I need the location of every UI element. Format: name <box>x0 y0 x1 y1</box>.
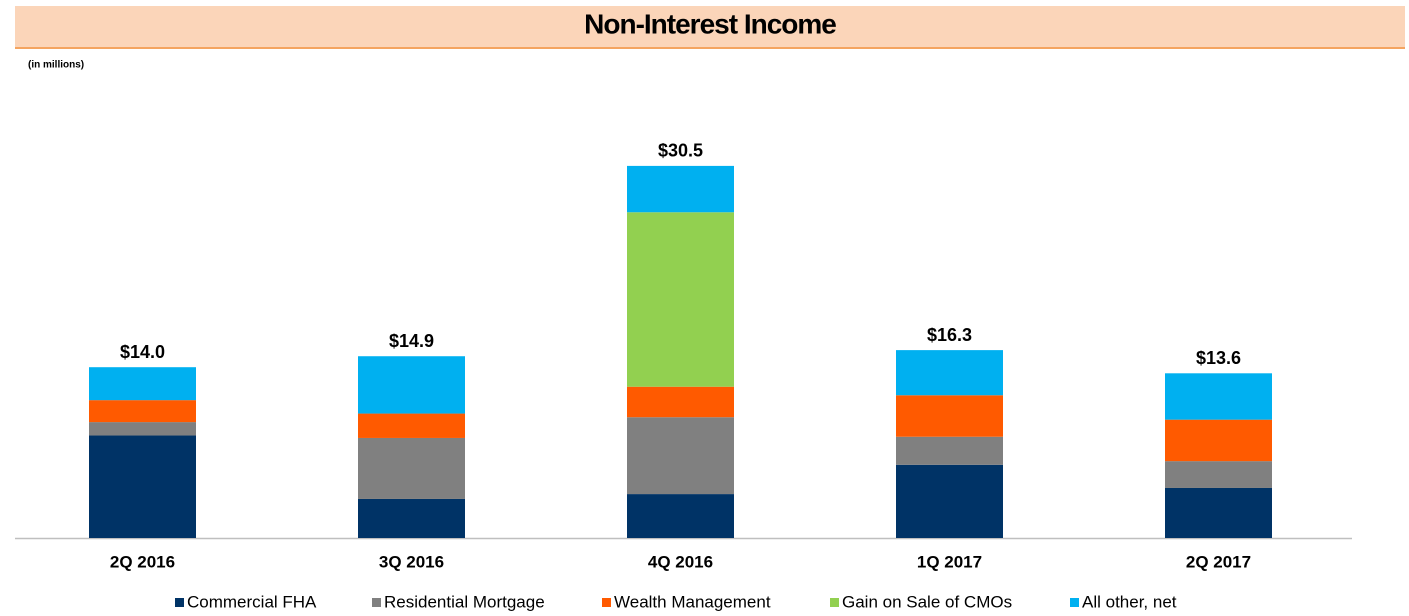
bar-segment <box>89 435 196 538</box>
legend-label: Residential Mortgage <box>384 592 545 611</box>
bar-segment <box>896 464 1003 538</box>
bar-segment <box>358 498 465 538</box>
legend-label: All other, net <box>1082 592 1177 611</box>
chart-title: Non-Interest Income <box>584 8 836 39</box>
bar-segment <box>89 422 196 436</box>
bar-segment <box>627 417 734 495</box>
total-label: $30.5 <box>658 141 703 161</box>
total-label: $14.0 <box>120 342 165 362</box>
x-tick-label: 1Q 2017 <box>917 552 982 571</box>
x-tick-label: 2Q 2017 <box>1186 552 1251 571</box>
legend-swatch <box>1070 598 1079 607</box>
total-label: $14.9 <box>389 331 434 351</box>
bar-segment <box>89 367 196 401</box>
bar-segment <box>627 494 734 538</box>
x-tick-label: 4Q 2016 <box>648 552 713 571</box>
legend-swatch <box>830 598 839 607</box>
bar-segment <box>896 436 1003 465</box>
bar-segment <box>627 212 734 387</box>
title-bar <box>15 6 1405 48</box>
x-tick-label: 2Q 2016 <box>110 552 175 571</box>
legend-swatch <box>372 598 381 607</box>
total-label: $16.3 <box>927 325 972 345</box>
bar-segment <box>358 356 465 414</box>
x-tick-label: 3Q 2016 <box>379 552 444 571</box>
bar-segment <box>89 400 196 423</box>
bar-segment <box>1165 373 1272 420</box>
legend-label: Gain on Sale of CMOs <box>842 592 1012 611</box>
legend-label: Commercial FHA <box>187 592 317 611</box>
legend-swatch <box>175 598 184 607</box>
bar-segment <box>896 350 1003 396</box>
bar-segment <box>627 386 734 418</box>
bar-segment <box>1165 487 1272 538</box>
bar-segment <box>896 395 1003 437</box>
subtitle: (in millions) <box>28 60 84 71</box>
bar-segment <box>358 413 465 438</box>
bar-segment <box>358 437 465 499</box>
bar-segment <box>1165 419 1272 462</box>
legend-swatch <box>602 598 611 607</box>
bar-segment <box>1165 461 1272 488</box>
total-label: $13.6 <box>1196 348 1241 368</box>
bar-segment <box>627 165 734 213</box>
legend-label: Wealth Management <box>614 592 771 611</box>
